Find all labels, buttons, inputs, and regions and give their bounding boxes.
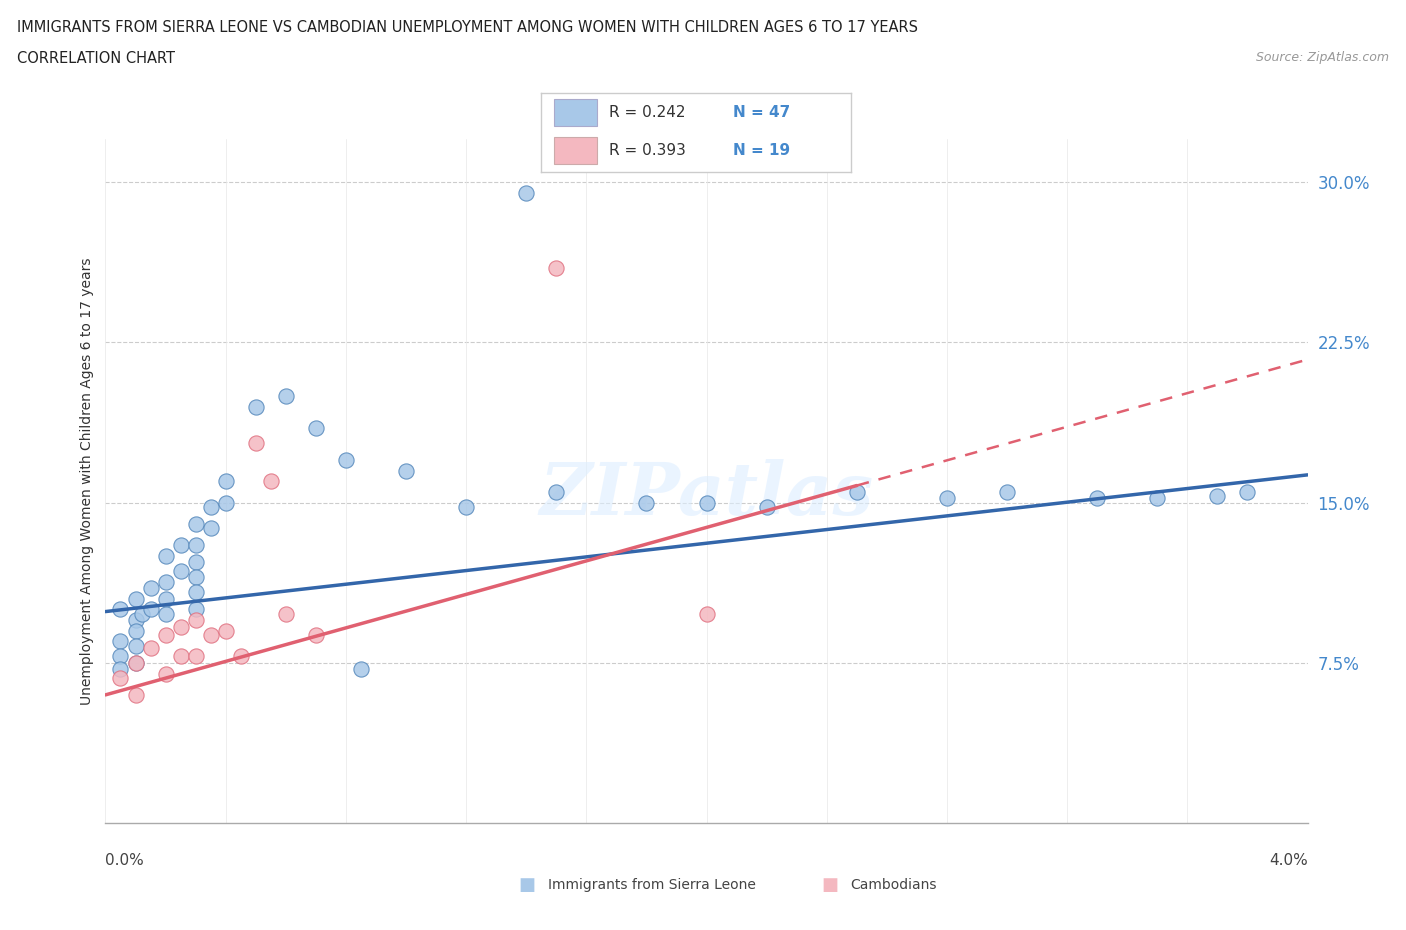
Point: [245, 435, 267, 450]
Point: [636, 495, 658, 510]
Point: [124, 687, 146, 702]
Point: [124, 623, 146, 638]
Text: ■: ■: [821, 876, 838, 895]
Point: [184, 602, 207, 617]
Point: [214, 495, 236, 510]
Point: [184, 555, 207, 570]
Point: [184, 585, 207, 600]
Point: [1146, 491, 1168, 506]
Point: [139, 602, 162, 617]
Point: [755, 499, 778, 514]
Point: [169, 619, 191, 634]
Text: N = 19: N = 19: [733, 143, 790, 158]
Point: [305, 420, 328, 435]
Point: [260, 474, 283, 489]
Point: [546, 260, 568, 275]
Point: [155, 606, 177, 621]
Point: [169, 538, 191, 552]
Point: [124, 591, 146, 606]
Point: [110, 662, 132, 677]
Point: [1236, 485, 1258, 499]
Text: CORRELATION CHART: CORRELATION CHART: [17, 51, 174, 66]
Point: [214, 474, 236, 489]
Text: 4.0%: 4.0%: [1268, 853, 1308, 868]
Point: [124, 656, 146, 671]
Point: [1206, 489, 1229, 504]
FancyBboxPatch shape: [554, 100, 598, 126]
Point: [124, 638, 146, 653]
Point: [184, 538, 207, 552]
Point: [395, 463, 418, 478]
Point: [335, 453, 357, 468]
Point: [155, 666, 177, 681]
Point: [1085, 491, 1108, 506]
Point: [200, 499, 222, 514]
Y-axis label: Unemployment Among Women with Children Ages 6 to 17 years: Unemployment Among Women with Children A…: [80, 258, 94, 705]
Point: [124, 613, 146, 628]
Point: [155, 628, 177, 643]
Point: [546, 485, 568, 499]
Point: [229, 649, 252, 664]
Text: R = 0.393: R = 0.393: [609, 143, 686, 158]
Point: [184, 649, 207, 664]
Text: ZIPatlas: ZIPatlas: [540, 459, 873, 530]
Point: [155, 549, 177, 564]
Point: [245, 399, 267, 414]
Text: Source: ZipAtlas.com: Source: ZipAtlas.com: [1256, 51, 1389, 64]
Point: [845, 485, 868, 499]
Text: 0.0%: 0.0%: [105, 853, 145, 868]
Point: [515, 185, 537, 200]
Point: [110, 634, 132, 649]
Point: [155, 574, 177, 589]
Point: [200, 628, 222, 643]
Text: ■: ■: [519, 876, 536, 895]
Point: [110, 671, 132, 685]
Point: [696, 606, 718, 621]
Point: [155, 591, 177, 606]
Point: [184, 570, 207, 585]
Point: [200, 521, 222, 536]
FancyBboxPatch shape: [554, 138, 598, 165]
Point: [169, 649, 191, 664]
Point: [131, 606, 153, 621]
Point: [184, 613, 207, 628]
Point: [274, 389, 297, 404]
Point: [454, 499, 477, 514]
Point: [214, 623, 236, 638]
Point: [350, 662, 373, 677]
Text: N = 47: N = 47: [733, 105, 790, 120]
Text: Immigrants from Sierra Leone: Immigrants from Sierra Leone: [548, 878, 756, 893]
Point: [139, 641, 162, 656]
Point: [696, 495, 718, 510]
Point: [995, 485, 1018, 499]
Point: [110, 602, 132, 617]
Point: [936, 491, 959, 506]
Point: [139, 580, 162, 595]
Point: [169, 564, 191, 578]
Text: Cambodians: Cambodians: [851, 878, 938, 893]
Point: [184, 516, 207, 531]
Text: IMMIGRANTS FROM SIERRA LEONE VS CAMBODIAN UNEMPLOYMENT AMONG WOMEN WITH CHILDREN: IMMIGRANTS FROM SIERRA LEONE VS CAMBODIA…: [17, 20, 918, 35]
Point: [305, 628, 328, 643]
Text: R = 0.242: R = 0.242: [609, 105, 686, 120]
Point: [110, 649, 132, 664]
Point: [124, 656, 146, 671]
Point: [274, 606, 297, 621]
